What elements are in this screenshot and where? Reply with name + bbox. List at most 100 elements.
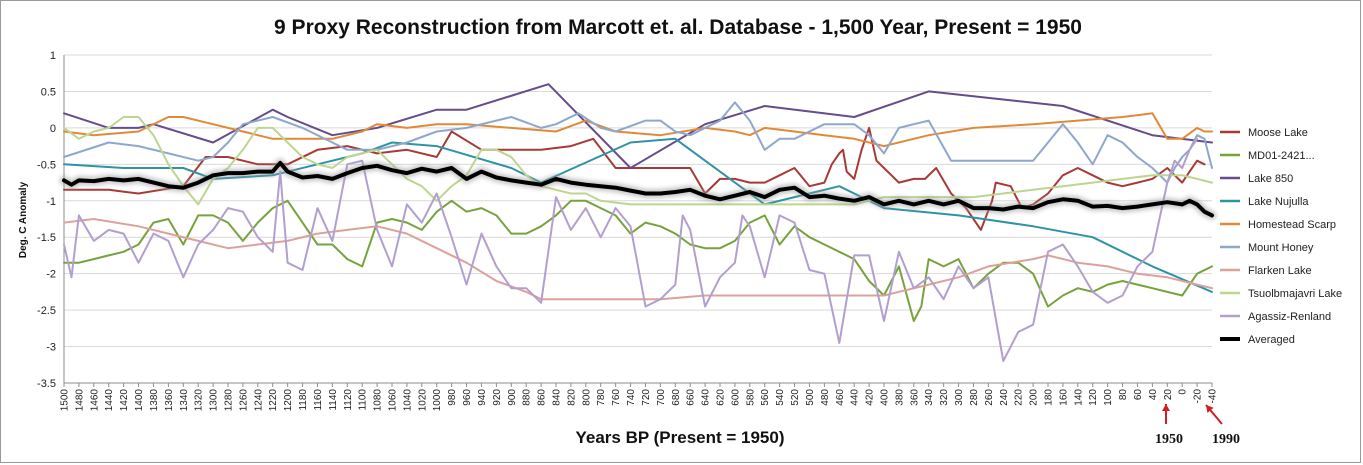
- x-tick-label: 480: [820, 389, 831, 406]
- x-tick-label: 500: [805, 389, 816, 406]
- x-tick-label: 580: [745, 389, 756, 406]
- x-tick-label: 300: [954, 389, 965, 406]
- x-tick-label: 960: [462, 389, 473, 406]
- x-tick-label: 160: [1058, 389, 1069, 406]
- x-tick-label: 60: [1133, 389, 1144, 401]
- x-tick-label: 200: [1029, 389, 1040, 406]
- x-tick-label: 220: [1014, 389, 1025, 406]
- x-tick-label: 1320: [194, 389, 205, 412]
- x-tick-label: 180: [1044, 389, 1055, 406]
- x-tick-label: 1480: [74, 389, 85, 412]
- x-tick-label: 240: [999, 389, 1010, 406]
- x-tick-label: 1240: [253, 389, 264, 412]
- x-tick-label: 320: [939, 389, 950, 406]
- gridlines: [63, 54, 1212, 384]
- x-tick-label: 820: [566, 389, 577, 406]
- y-tick-label: -3: [46, 342, 56, 354]
- x-tick-label: 380: [894, 389, 905, 406]
- x-tick-label: 800: [581, 389, 592, 406]
- legend-label: Mount Honey: [1248, 242, 1314, 254]
- x-tick-label: 1260: [238, 389, 249, 412]
- x-tick-label: 1160: [313, 389, 324, 411]
- x-tick-label: 1060: [388, 389, 399, 412]
- x-tick-label: 440: [850, 389, 861, 406]
- x-tick-label: 340: [924, 389, 935, 406]
- x-tick-label: 780: [596, 389, 607, 406]
- y-axis-ticks: 1 0.5 0 -0.5 -1 -1.5 -2 -2.5 -3 -3.5: [37, 50, 56, 390]
- legend-label: Flarken Lake: [1248, 265, 1312, 277]
- legend-label: Agassiz-Renland: [1248, 311, 1331, 323]
- x-tick-label: 120: [1088, 389, 1099, 406]
- legend-label: Tsuolbmajavri Lake: [1248, 288, 1342, 300]
- series-line-averaged: [62, 160, 1214, 218]
- y-tick-label: 0: [50, 123, 56, 135]
- legend-label: Homestead Scarp: [1248, 219, 1336, 231]
- x-tick-label: 1000: [432, 389, 443, 412]
- x-tick-label: 560: [760, 389, 771, 406]
- x-tick-label: 760: [611, 389, 622, 406]
- x-tick-label: 880: [522, 389, 533, 406]
- y-tick-label: -1: [46, 196, 56, 208]
- y-tick-label: 1: [50, 50, 56, 62]
- y-tick-label: -2: [46, 269, 56, 281]
- series-lines: [59, 83, 1217, 363]
- x-tick-label: 1140: [328, 389, 339, 411]
- x-tick-label: -20: [1193, 389, 1204, 404]
- x-tick-label: 1460: [89, 389, 100, 412]
- series-line-md01-2421: [63, 199, 1213, 322]
- x-tick-label: 940: [477, 389, 488, 406]
- x-tick-label: 540: [775, 389, 786, 406]
- annotation-arrowhead: [1162, 404, 1170, 411]
- y-tick-label: -0.5: [37, 159, 56, 171]
- x-tick-label: 100: [1103, 389, 1114, 406]
- x-axis-ticks: 1500 1480 1460 1440 1420 1400 1380 1360 1340 1320…: [60, 383, 1219, 411]
- x-tick-label: 1440: [104, 389, 115, 412]
- x-tick-label: 1280: [224, 389, 235, 412]
- x-tick-label: 680: [671, 389, 682, 406]
- x-tick-label: 360: [909, 389, 920, 406]
- series-line-tsuolbmajavri-lake: [63, 116, 1213, 206]
- annotation-arrowhead: [1206, 405, 1214, 413]
- x-tick-label: 1380: [149, 389, 160, 412]
- x-tick-label: 920: [492, 389, 503, 406]
- x-tick-label: 40: [1148, 389, 1159, 401]
- x-tick-label: 980: [447, 389, 458, 406]
- x-tick-label: 80: [1118, 389, 1129, 401]
- x-tick-label: 20: [1163, 389, 1174, 401]
- x-tick-label: 1220: [268, 389, 279, 412]
- annotations: 1950 1990: [1155, 404, 1240, 447]
- x-tick-label: 1100: [358, 389, 369, 411]
- series-line-moose-lake: [63, 126, 1206, 231]
- x-tick-label: 520: [790, 389, 801, 406]
- series-line-lake-850: [63, 83, 1213, 169]
- x-tick-label: 280: [969, 389, 980, 406]
- x-tick-label: 1400: [134, 389, 145, 412]
- x-tick-label: 1340: [179, 389, 190, 412]
- legend-label: Lake 850: [1248, 173, 1293, 185]
- chart-title: 9 Proxy Reconstruction from Marcott et. …: [274, 16, 1082, 39]
- x-tick-label: 1200: [283, 389, 294, 412]
- series-line-agassiz-renland: [63, 137, 1199, 363]
- x-tick-label: 660: [686, 389, 697, 406]
- x-tick-label: 400: [880, 389, 891, 406]
- x-tick-label: 1080: [373, 389, 384, 412]
- x-tick-label: 700: [656, 389, 667, 406]
- legend-label: Averaged: [1248, 334, 1295, 346]
- annotation-label: 1990: [1212, 432, 1240, 447]
- x-tick-label: 140: [1073, 389, 1084, 406]
- x-tick-label: 1360: [164, 389, 175, 412]
- y-axis-title: Deg. C Anomaly: [18, 181, 29, 258]
- series-line-mount-honey: [63, 101, 1213, 184]
- y-tick-label: 0.5: [41, 86, 56, 98]
- x-tick-label: 1020: [417, 389, 428, 412]
- x-tick-label: 420: [865, 389, 876, 406]
- series-line-flarken-lake: [63, 218, 1213, 301]
- x-tick-label: 840: [552, 389, 563, 406]
- x-tick-label: 460: [835, 389, 846, 406]
- y-tick-label: -1.5: [37, 232, 56, 244]
- x-tick-label: 1040: [402, 389, 413, 412]
- x-tick-label: 900: [507, 389, 518, 406]
- x-axis-title: Years BP (Present = 1950): [575, 428, 784, 447]
- legend-label: Lake Nujulla: [1248, 196, 1309, 208]
